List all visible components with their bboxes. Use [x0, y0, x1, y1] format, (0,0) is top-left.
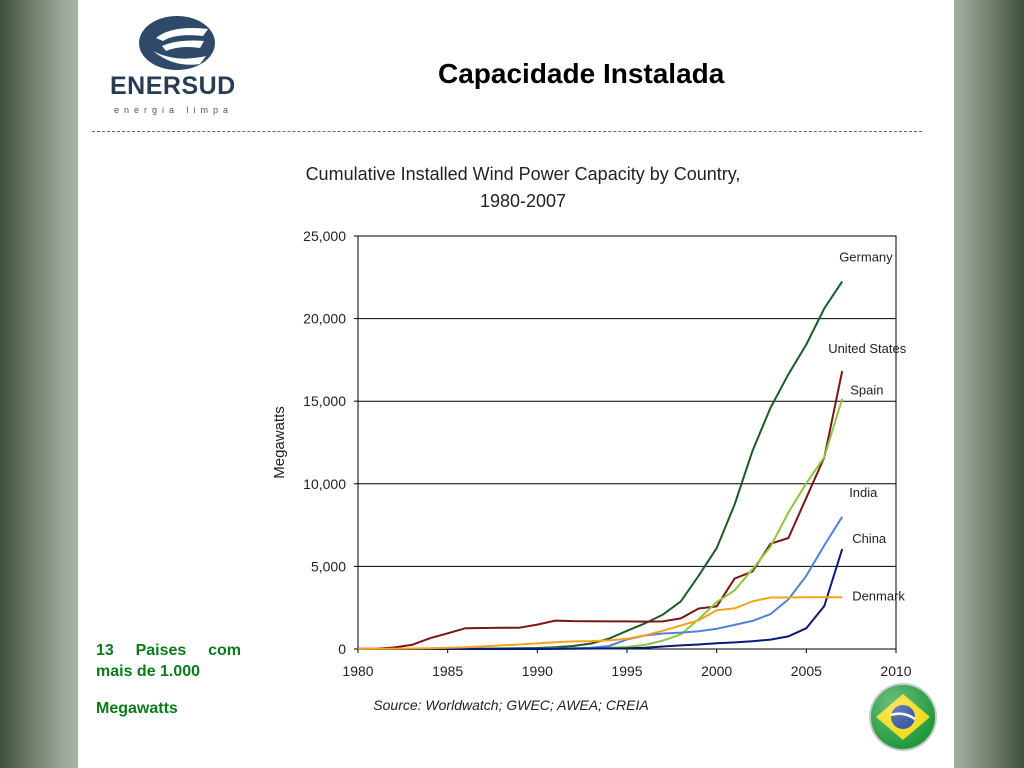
- series-label-layer: Germany United States Spain India China Denma…: [828, 249, 907, 603]
- series-line-spain: [358, 398, 844, 650]
- y-tick-label: 0: [338, 641, 346, 657]
- series-label-denmark: Denmark: [852, 588, 905, 603]
- slide: ENERSUD energia limpa Capacidade Instala…: [78, 0, 954, 768]
- x-tick-label: 2010: [880, 663, 911, 679]
- x-tick-label: 1990: [522, 663, 553, 679]
- series-line-denmark: [357, 596, 843, 650]
- enersud-logo-icon: [139, 16, 215, 70]
- x-tick-label: 1995: [611, 663, 642, 679]
- brand-tagline: energia limpa: [114, 105, 234, 115]
- series-line-china: [358, 548, 844, 650]
- series-label-germany: Germany: [839, 249, 893, 264]
- x-tick-label: 2000: [701, 663, 732, 679]
- brazil-flag-icon: [869, 683, 937, 751]
- tick-layer: 0 5,000 10,000 15,000 20,000 25,000 1980 1985 19…: [303, 228, 912, 679]
- y-tick-label: 25,000: [303, 228, 346, 244]
- note-text-unit: Megawatts: [96, 700, 178, 717]
- wind-capacity-chart: Cumulative Installed Wind Power Capacity…: [271, 164, 912, 713]
- series-line-india: [358, 516, 844, 650]
- series-label-spain: Spain: [850, 383, 883, 398]
- series-label-china: China: [852, 531, 887, 546]
- series-layer: [357, 280, 844, 650]
- y-tick-label: 20,000: [303, 311, 346, 327]
- y-tick-label: 5,000: [311, 558, 346, 574]
- grid-layer: [357, 235, 897, 650]
- title-divider: [92, 131, 922, 132]
- chart-source: Source: Worldwatch; GWEC; AWEA; CREIA: [373, 697, 648, 713]
- note-text: 13 Paises com mais de 1.000: [96, 642, 241, 680]
- series-line-germany: [358, 280, 844, 650]
- y-axis-label: Megawatts: [271, 406, 288, 479]
- series-line-united-states: [357, 370, 844, 650]
- plot-frame: [357, 235, 897, 650]
- chart-title: Cumulative Installed Wind Power Capacity…: [306, 164, 741, 184]
- x-tick-label: 1985: [432, 663, 463, 679]
- slide-title: Capacidade Instalada: [438, 58, 725, 89]
- x-tick-label: 1980: [342, 663, 373, 679]
- x-tick-label: 2005: [791, 663, 822, 679]
- y-tick-label: 15,000: [303, 393, 346, 409]
- brand-name: ENERSUD: [110, 72, 236, 100]
- chart-subtitle: 1980-2007: [480, 191, 566, 211]
- series-label-india: India: [849, 485, 878, 500]
- series-label-united-states: United States: [828, 341, 907, 356]
- y-tick-label: 10,000: [303, 476, 346, 492]
